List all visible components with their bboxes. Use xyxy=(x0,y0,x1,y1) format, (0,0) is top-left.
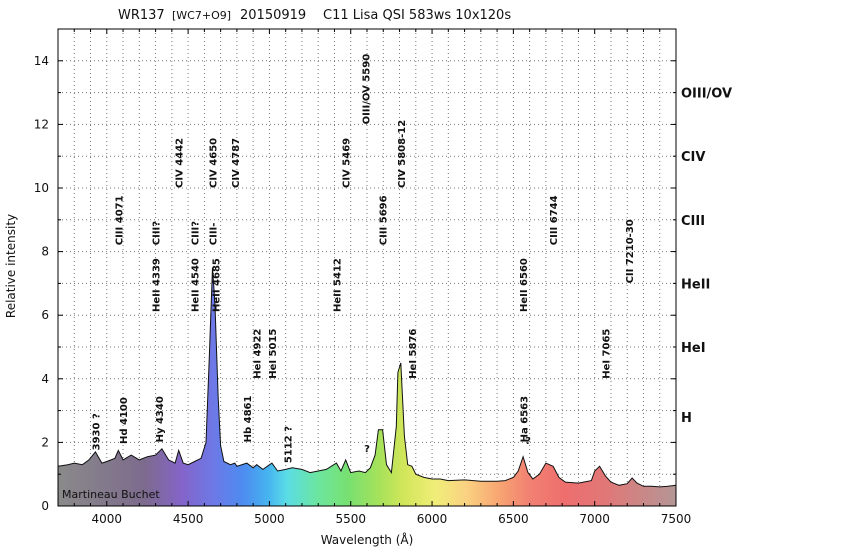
y-tick-label: 0 xyxy=(41,499,49,513)
line-identifications: 3930 ? CIII 4071 Hd 4100 CIII? HeII 4339 Hy 4… xyxy=(91,54,635,463)
x-tick-label: 6000 xyxy=(417,512,448,526)
y-tick-label: 6 xyxy=(41,308,49,322)
line-id-label: CIII? xyxy=(191,221,202,246)
line-id-label: HeI 5876 xyxy=(408,329,419,379)
question-mark: ? xyxy=(364,444,370,455)
line-id-label: HeI 5015 xyxy=(268,329,279,379)
x-tick-label: 4000 xyxy=(92,512,123,526)
y-tick-label: 8 xyxy=(41,245,49,259)
line-id-label: CII 7210-30 xyxy=(625,219,636,283)
line-id-label: HeI 7065 xyxy=(601,329,612,379)
y-axis-label: Relative intensity xyxy=(4,214,18,318)
ion-category-label: HeII xyxy=(681,277,710,292)
line-id-label: Hy 4340 xyxy=(155,396,166,442)
ion-category-label: H xyxy=(681,411,692,426)
line-id-label: 3930 ? xyxy=(91,413,102,450)
line-id-label: CIII 6744 xyxy=(549,195,560,245)
ion-category-label: CIV xyxy=(681,150,705,165)
title-star: WR137 xyxy=(118,8,165,23)
line-id-label: CIV 4650 xyxy=(209,138,220,188)
x-tick-label: 5500 xyxy=(335,512,366,526)
ion-category-label: CIII xyxy=(681,214,705,229)
x-axis-label: Wavelength (Å) xyxy=(321,532,414,547)
y-tick-label: 2 xyxy=(41,435,49,449)
x-tick-label: 7500 xyxy=(661,512,692,526)
line-id-label: CIV 5808-12 xyxy=(397,120,408,188)
y-axis: 0 2 4 6 8 10 12 14 xyxy=(34,54,676,513)
line-id-label: Hb 4861 xyxy=(243,396,254,443)
title-instrument: C11 Lisa QSI 583ws 10x120s xyxy=(323,8,511,23)
line-id-label: HeII 4685 xyxy=(212,258,223,312)
line-id-label: CIII 4071 xyxy=(114,195,125,245)
spectrum-fill xyxy=(58,267,676,506)
spectrum-area xyxy=(58,267,676,506)
line-id-label: CIII- xyxy=(209,223,220,246)
line-id-label: HeII 6560 xyxy=(519,258,530,312)
line-id-label: Hd 4100 xyxy=(119,397,130,444)
title-spectral-type: [WC7+O9] xyxy=(172,9,231,22)
x-tick-label: 4500 xyxy=(173,512,204,526)
x-tick-label: 5000 xyxy=(254,512,285,526)
x-axis: 4000 4500 5000 5500 6000 6500 7000 7500 xyxy=(73,29,692,526)
y-tick-label: 14 xyxy=(34,54,49,68)
title-date: 20150919 xyxy=(240,8,306,23)
line-id-label: 5112 ? xyxy=(284,426,295,463)
spectrum-trace xyxy=(57,267,677,488)
line-id-label: CIII 5696 xyxy=(379,195,390,245)
y-tick-label: 12 xyxy=(34,117,49,131)
ion-category-label: HeI xyxy=(681,341,706,356)
line-id-label: Ha 6563 xyxy=(520,396,531,442)
line-id-label: OIII/OV 5590 xyxy=(361,54,372,125)
line-id-label: CIV 4787 xyxy=(231,138,242,188)
y-tick-label: 4 xyxy=(41,372,49,386)
y-tick-label: 10 xyxy=(34,181,49,195)
ion-category-label: OIII/OV xyxy=(681,87,732,102)
line-id-label: CIV 4442 xyxy=(175,138,186,188)
chart-title: WR137 [WC7+O9] 20150919 C11 Lisa QSI 583… xyxy=(118,8,511,23)
spectrum-line xyxy=(57,267,677,488)
x-tick-label: 7000 xyxy=(579,512,610,526)
line-id-label: CIII? xyxy=(152,221,163,246)
x-tick-label: 6500 xyxy=(498,512,529,526)
question-mark: ? xyxy=(525,436,531,447)
ion-categories: OIII/OV CIV CIII HeII HeI H xyxy=(681,87,732,426)
grid xyxy=(58,29,676,506)
line-id-label: HeII 4540 xyxy=(191,258,202,312)
line-id-label: HeII 5412 xyxy=(332,258,343,312)
author-credit: Martineau Buchet xyxy=(62,488,160,501)
line-id-label: HeII 4339 xyxy=(152,258,163,312)
line-id-label: CIV 5469 xyxy=(342,138,353,188)
line-id-label: HeI 4922 xyxy=(253,329,264,379)
